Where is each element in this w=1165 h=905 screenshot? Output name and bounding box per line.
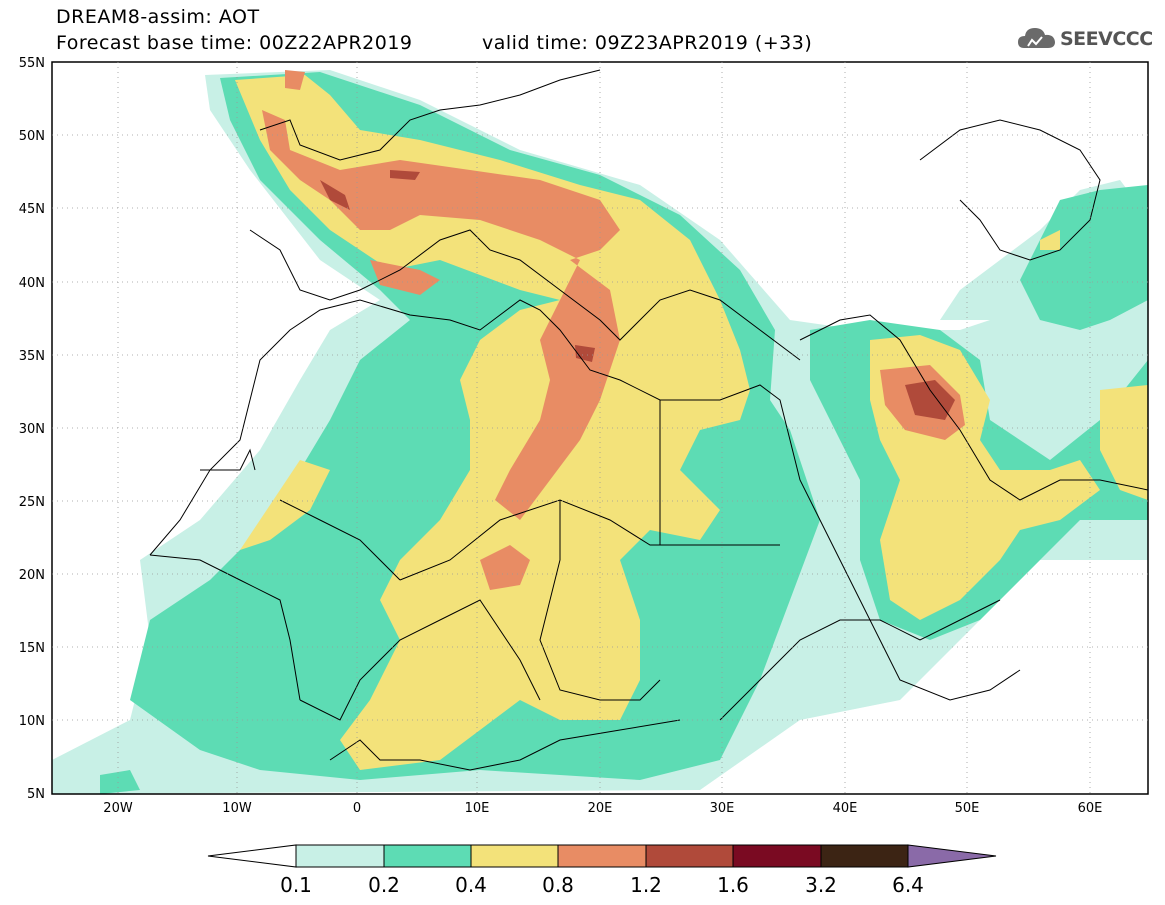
aot-contours <box>52 70 1148 794</box>
lat-label: 35N <box>19 349 45 364</box>
map-title: DREAM8-assim: AOT <box>56 6 260 28</box>
lon-label: 60E <box>1078 801 1103 816</box>
coastlines <box>149 69 1148 771</box>
colorbar-left-arrow <box>207 844 297 868</box>
colorbar-swatch <box>295 844 385 868</box>
lon-label: 10E <box>465 801 490 816</box>
lat-labels: 55N 50N 45N 40N 35N 30N 25N 20N 15N 10N … <box>19 56 45 802</box>
lat-label: 15N <box>19 641 45 656</box>
lat-label: 5N <box>27 787 45 802</box>
lon-label: 30E <box>710 801 735 816</box>
colorbar-label: 1.2 <box>630 873 662 897</box>
colorbar-swatch <box>557 844 647 868</box>
colorbar-swatch <box>645 844 734 868</box>
lon-label: 40E <box>833 801 858 816</box>
lon-label: 0 <box>353 801 361 816</box>
lon-label: 10W <box>222 801 252 816</box>
lat-label: 40N <box>19 276 45 291</box>
forecast-base-time: Forecast base time: 00Z22APR2019 <box>56 32 413 54</box>
lat-label: 45N <box>19 202 45 217</box>
colorbar-swatch <box>383 844 472 868</box>
lat-label: 10N <box>19 714 45 729</box>
colorbar-swatch <box>470 844 559 868</box>
colorbar-label: 0.4 <box>455 873 487 897</box>
lon-label: 50E <box>955 801 980 816</box>
lon-label: 20W <box>103 801 133 816</box>
colorbar-label: 0.1 <box>280 873 312 897</box>
lon-labels: 20W 10W 0 10E 20E 30E 40E 50E 60E <box>103 801 1102 816</box>
colorbar-label: 1.6 <box>717 873 749 897</box>
logo-text: SEEVCCC <box>1060 28 1153 50</box>
lat-label: 25N <box>19 495 45 510</box>
lat-label: 55N <box>19 56 45 71</box>
colorbar: 0.1 0.2 0.4 0.8 1.2 1.6 3.2 6.4 <box>207 844 997 897</box>
colorbar-swatch <box>732 844 822 868</box>
lat-label: 50N <box>19 129 45 144</box>
colorbar-label: 0.8 <box>542 873 574 897</box>
colorbar-right-arrow <box>907 844 997 868</box>
colorbar-label: 3.2 <box>805 873 837 897</box>
lat-label: 20N <box>19 568 45 583</box>
colorbar-label: 0.2 <box>368 873 400 897</box>
lat-label: 30N <box>19 422 45 437</box>
lon-label: 20E <box>588 801 613 816</box>
colorbar-swatch <box>820 844 909 868</box>
graticule <box>52 62 1148 794</box>
colorbar-label: 6.4 <box>892 873 924 897</box>
cloud-icon <box>1018 28 1055 48</box>
valid-time: valid time: 09Z23APR2019 (+33) <box>482 32 813 54</box>
